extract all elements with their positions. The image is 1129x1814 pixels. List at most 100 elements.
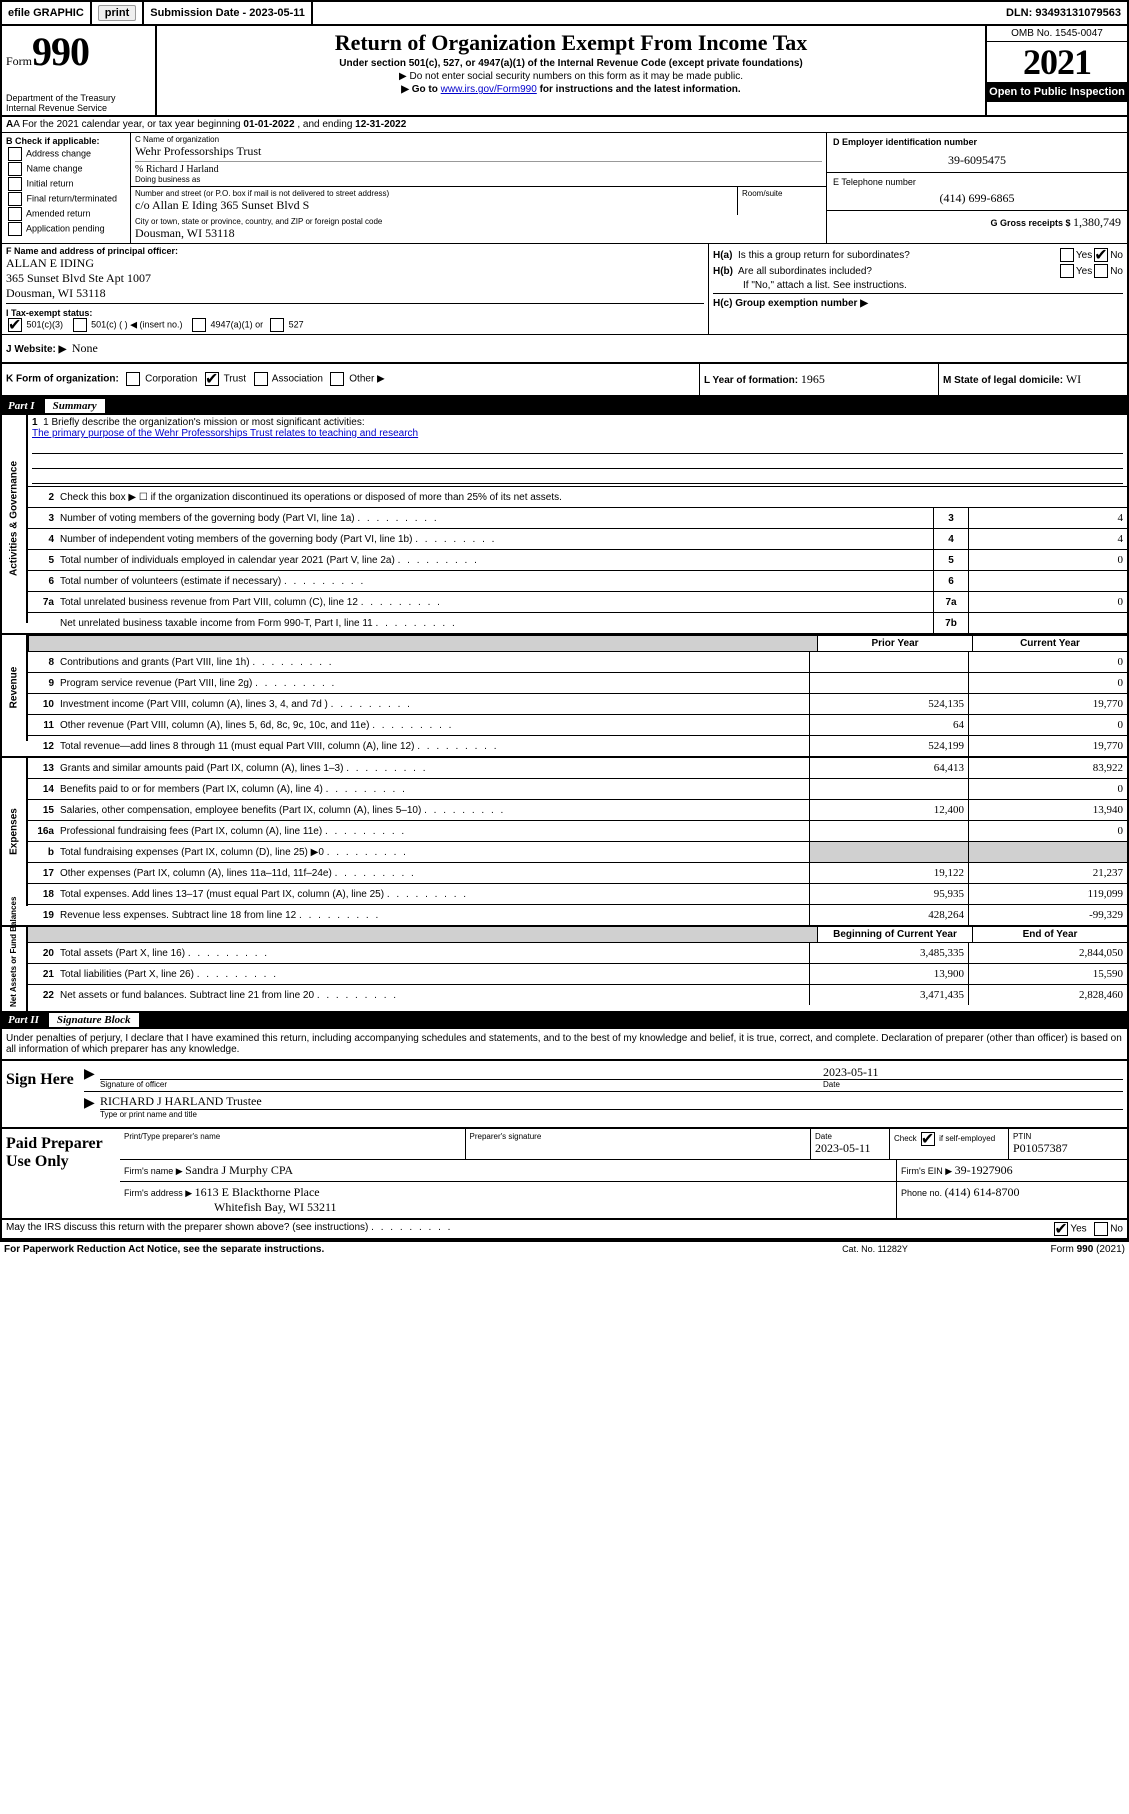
dept-label: Department of the Treasury Internal Reve… [6, 93, 151, 113]
arrow-icon: ▶ [84, 1094, 100, 1119]
vtab-exp: Expenses [2, 758, 28, 906]
vtab-ag: Activities & Governance [2, 415, 28, 623]
summary-row: 9Program service revenue (Part VIII, lin… [28, 673, 1127, 694]
chk-4947[interactable] [192, 318, 206, 332]
chk-hb-yes[interactable] [1060, 264, 1074, 278]
section-fh: F Name and address of principal officer:… [2, 244, 1127, 335]
submission-date: Submission Date - 2023-05-11 [144, 2, 313, 24]
sig-name-value: RICHARD J HARLAND Trustee [100, 1094, 1123, 1109]
addr-value: c/o Allan E Iding 365 Sunset Blvd S [135, 198, 733, 213]
chk-address-change[interactable]: Address change [6, 147, 126, 161]
sign-here-label: Sign Here [2, 1061, 80, 1127]
mission-text: The primary purpose of the Wehr Professo… [32, 428, 1123, 439]
chk-assoc[interactable] [254, 372, 268, 386]
form-subtitle-3: ▶ Go to www.irs.gov/Form990 for instruct… [163, 84, 979, 95]
summary-row: 5Total number of individuals employed in… [28, 550, 1127, 571]
form-header: Form990 Department of the Treasury Inter… [2, 26, 1127, 117]
chk-self-employed[interactable] [921, 1132, 935, 1146]
officer-name: ALLAN E IDING [6, 256, 704, 271]
summary-row: 20Total assets (Part X, line 16) 3,485,3… [28, 943, 1127, 964]
form-number: Form990 [6, 28, 151, 75]
signature-declaration: Under penalties of perjury, I declare th… [2, 1029, 1127, 1061]
officer-addr1: 365 Sunset Blvd Ste Apt 1007 [6, 271, 704, 286]
summary-row: 12Total revenue—add lines 8 through 11 (… [28, 736, 1127, 756]
phone-value: (414) 699-6865 [833, 191, 1121, 206]
hc-label: H(c) Group exemption number ▶ [713, 298, 868, 309]
ein-label: D Employer identification number [833, 137, 1121, 147]
section-net-assets: Net Assets or Fund Balances Beginning of… [2, 927, 1127, 1011]
summary-row: 3Number of voting members of the governi… [28, 508, 1127, 529]
part1-header: Part I Summary [2, 397, 1127, 415]
form-container: Form990 Department of the Treasury Inter… [0, 24, 1129, 1242]
py-cy-header: Prior Year Current Year [28, 635, 1127, 652]
sig-date-value: 2023-05-11 [823, 1065, 1123, 1079]
chk-527[interactable] [270, 318, 284, 332]
summary-row: 11Other revenue (Part VIII, column (A), … [28, 715, 1127, 736]
summary-row: 15Salaries, other compensation, employee… [28, 800, 1127, 821]
vtab-rev: Revenue [2, 635, 28, 741]
gross-receipts-value: 1,380,749 [1073, 215, 1121, 229]
sig-officer-label: Signature of officer [100, 1079, 823, 1089]
mission-block: 1 1 Briefly describe the organization's … [28, 415, 1127, 487]
summary-row: 21Total liabilities (Part X, line 26) 13… [28, 964, 1127, 985]
arrow-icon: ▶ [84, 1065, 100, 1089]
chk-corp[interactable] [126, 372, 140, 386]
section-activities-governance: Activities & Governance 1 1 Briefly desc… [2, 415, 1127, 635]
chk-app-pending[interactable]: Application pending [6, 222, 126, 236]
chk-discuss-no[interactable] [1094, 1222, 1108, 1236]
sig-name-label: Type or print name and title [100, 1109, 1123, 1119]
org-name-value: Wehr Professorships Trust [135, 144, 822, 159]
officer-label: F Name and address of principal officer: [6, 246, 704, 256]
chk-ha-no[interactable] [1094, 248, 1108, 262]
sign-here-block: Sign Here ▶ Signature of officer 2023-05… [2, 1061, 1127, 1129]
efile-label: efile GRAPHIC [2, 2, 92, 24]
summary-row: 10Investment income (Part VIII, column (… [28, 694, 1127, 715]
omb-number: OMB No. 1545-0047 [987, 26, 1127, 42]
summary-row: 4Number of independent voting members of… [28, 529, 1127, 550]
chk-501c3[interactable] [8, 318, 22, 332]
ein-value: 39-6095475 [833, 153, 1121, 168]
discuss-row: May the IRS discuss this return with the… [2, 1220, 1127, 1240]
row-a-tax-year: AA For the 2021 calendar year, or tax ye… [2, 117, 1127, 133]
header-middle: Return of Organization Exempt From Incom… [157, 26, 987, 115]
summary-row: 8Contributions and grants (Part VIII, li… [28, 652, 1127, 673]
chk-amended[interactable]: Amended return [6, 207, 126, 221]
col-f-officer: F Name and address of principal officer:… [2, 244, 709, 334]
line-2-text: Check this box ▶ ☐ if the organization d… [58, 490, 1127, 505]
page-footer: For Paperwork Reduction Act Notice, see … [0, 1242, 1129, 1257]
vtab-na: Net Assets or Fund Balances [2, 927, 28, 1011]
hb-note: If "No," attach a list. See instructions… [713, 280, 1123, 291]
care-of: % Richard J Harland [135, 164, 822, 175]
chk-hb-no[interactable] [1094, 264, 1108, 278]
irs-link[interactable]: www.irs.gov/Form990 [441, 84, 537, 95]
chk-initial-return[interactable]: Initial return [6, 177, 126, 191]
section-revenue: Revenue Prior Year Current Year 8Contrib… [2, 635, 1127, 758]
chk-other[interactable] [330, 372, 344, 386]
phone-label: E Telephone number [833, 177, 1121, 187]
chk-501c[interactable] [73, 318, 87, 332]
col-de: D Employer identification number 39-6095… [827, 133, 1127, 243]
chk-name-change[interactable]: Name change [6, 162, 126, 176]
part2-header: Part II Signature Block [2, 1011, 1127, 1029]
summary-row: bTotal fundraising expenses (Part IX, co… [28, 842, 1127, 863]
sig-date-label: Date [823, 1079, 1123, 1089]
chk-ha-yes[interactable] [1060, 248, 1074, 262]
top-toolbar: efile GRAPHIC print Submission Date - 20… [0, 0, 1129, 24]
row-j-website: J Website: ▶ None [2, 335, 1127, 364]
chk-final-return[interactable]: Final return/terminated [6, 192, 126, 206]
room-label: Room/suite [742, 189, 822, 198]
city-value: Dousman, WI 53118 [135, 226, 822, 241]
section-bcd: B Check if applicable: Address change Na… [2, 133, 1127, 244]
addr-label: Number and street (or P.O. box if mail i… [135, 189, 733, 198]
print-cell: print [92, 2, 144, 24]
cat-number: Cat. No. 11282Y [775, 1244, 975, 1255]
col-c-org-info: C Name of organization Wehr Professorshi… [131, 133, 827, 243]
summary-row: 19Revenue less expenses. Subtract line 1… [28, 905, 1127, 925]
city-label: City or town, state or province, country… [135, 217, 822, 226]
chk-discuss-yes[interactable] [1054, 1222, 1068, 1236]
section-expenses: Expenses 13Grants and similar amounts pa… [2, 758, 1127, 927]
print-button[interactable]: print [98, 5, 136, 21]
chk-trust[interactable] [205, 372, 219, 386]
col-b-header: B Check if applicable: [6, 136, 126, 146]
officer-addr2: Dousman, WI 53118 [6, 286, 704, 301]
